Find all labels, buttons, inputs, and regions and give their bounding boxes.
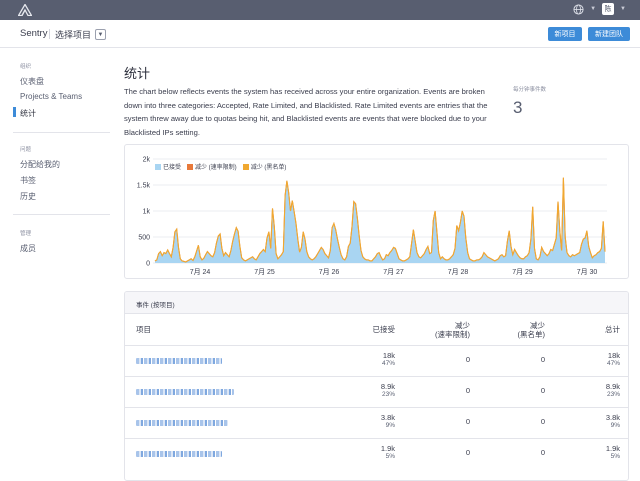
legend-item-accepted[interactable]: 已接受 xyxy=(155,162,181,171)
sidebar: 组织 仪表盘 Projects & Teams 统计 问题 分配给我的 书签 历… xyxy=(0,48,110,472)
col-header-blacklisted-line1: 减少 xyxy=(530,321,545,330)
chart-legend: 已接受 减少 (速率限制) 减少 (黑名单) xyxy=(155,162,286,171)
legend-item-rate-limited[interactable]: 减少 (速率限制) xyxy=(187,162,237,171)
project-link[interactable] xyxy=(136,358,222,364)
divider xyxy=(49,29,50,39)
chevron-down-icon[interactable]: ▼ xyxy=(620,6,626,12)
cell-total: 1.9k 5% xyxy=(605,444,620,461)
page-header: Sentry 选择项目 ▼ 新项目 新建团队 xyxy=(0,20,640,48)
col-header-rate-limited: 减少 (速率限制) xyxy=(415,321,470,339)
sidebar-section-issues: 问题 xyxy=(20,147,32,153)
sidebar-section-org: 组织 xyxy=(20,64,32,70)
series-blacklisted-line xyxy=(154,177,606,263)
brand-link[interactable]: Sentry xyxy=(20,28,48,39)
events-chart: 0 500 1k 1.5k 2k 7月 24 7月 25 7月 26 7月 27 7月 28 7月 … xyxy=(124,144,629,279)
table-row: 8.9k 23% 0 0 8.9k 23% xyxy=(125,376,628,407)
sidebar-item-projects-teams[interactable]: Projects & Teams xyxy=(20,92,83,101)
globe-icon[interactable] xyxy=(573,3,584,15)
sidebar-section-manage: 管理 xyxy=(20,231,32,237)
events-per-minute-value: 3 xyxy=(513,98,523,117)
project-selector[interactable]: 选择项目 ▼ xyxy=(55,28,107,41)
project-link[interactable] xyxy=(136,451,222,457)
sidebar-divider xyxy=(13,214,110,215)
cell-blacklisted: 0 xyxy=(540,386,545,395)
project-link[interactable] xyxy=(136,420,228,426)
cell-accepted: 3.8k 9% xyxy=(380,413,395,430)
cell-accepted: 18k 47% xyxy=(381,351,395,368)
chevron-down-icon[interactable]: ▼ xyxy=(590,6,597,12)
y-tick-label: 500 xyxy=(138,235,150,242)
active-indicator xyxy=(13,107,16,117)
cell-blacklisted: 0 xyxy=(540,448,545,457)
table-title: 事件 (按项目) xyxy=(136,302,175,309)
x-tick-label: 7月 25 xyxy=(254,268,275,276)
x-tick-label: 7月 27 xyxy=(383,268,404,276)
avatar[interactable]: 陈 xyxy=(602,3,615,15)
col-header-total: 总计 xyxy=(605,325,620,334)
x-tick-label: 7月 28 xyxy=(448,268,469,276)
new-team-button[interactable]: 新建团队 xyxy=(588,27,630,41)
sidebar-item-stats[interactable]: 统计 xyxy=(20,109,36,118)
project-selector-label: 选择项目 xyxy=(55,30,92,40)
y-tick-label: 1.5k xyxy=(137,183,151,190)
x-tick-label: 7月 26 xyxy=(319,268,340,276)
y-tick-label: 1k xyxy=(143,209,151,216)
new-project-button[interactable]: 新项目 xyxy=(548,27,582,41)
sidebar-item-bookmarks[interactable]: 书签 xyxy=(20,176,36,185)
col-header-rate-limited-line1: 减少 xyxy=(455,321,470,330)
sidebar-item-history[interactable]: 历史 xyxy=(20,192,36,201)
cell-blacklisted: 0 xyxy=(540,417,545,426)
cell-rate-limited: 0 xyxy=(465,386,470,395)
legend-item-blacklisted[interactable]: 减少 (黑名单) xyxy=(242,162,286,171)
sidebar-divider xyxy=(13,132,110,133)
cell-rate-limited: 0 xyxy=(465,355,470,364)
table-row: 18k 47% 0 0 18k 47% xyxy=(125,345,628,376)
table-row: 1.9k 5% 0 0 1.9k 5% xyxy=(125,438,628,469)
y-tick-label: 0 xyxy=(146,261,150,268)
events-per-minute-label: 每分钟事件数 xyxy=(513,87,547,93)
project-link[interactable] xyxy=(136,389,234,395)
cell-blacklisted: 0 xyxy=(540,355,545,364)
cell-total: 8.9k 23% xyxy=(605,382,620,399)
chevron-down-icon[interactable]: ▼ xyxy=(95,29,107,40)
sidebar-item-dashboard[interactable]: 仪表盘 xyxy=(20,77,44,86)
sidebar-item-assigned[interactable]: 分配给我的 xyxy=(20,160,60,169)
x-tick-label: 7月 29 xyxy=(512,268,533,276)
top-right-controls: ▼ 陈 ▼ xyxy=(573,3,626,15)
top-bar: ▼ 陈 ▼ xyxy=(0,0,640,20)
table-panel-header: 事件 (按项目) xyxy=(125,292,628,314)
cell-accepted: 1.9k 5% xyxy=(380,444,395,461)
col-header-rate-limited-line2: (速率限制) xyxy=(435,330,470,339)
sentry-logo-icon[interactable] xyxy=(18,4,32,16)
series-accepted-area xyxy=(155,177,605,263)
page-description: The chart below reflects events the syst… xyxy=(124,87,488,137)
page-title: 统计 xyxy=(124,66,151,81)
col-header-project: 项目 xyxy=(136,325,151,334)
col-header-blacklisted: 减少 (黑名单) xyxy=(495,321,546,339)
cell-rate-limited: 0 xyxy=(465,448,470,457)
y-tick-label: 2k xyxy=(143,157,151,164)
chart-svg: 0 500 1k 1.5k 2k 7月 24 7月 25 7月 26 7月 27 7月 28 7月 … xyxy=(137,157,607,276)
col-header-blacklisted-line2: (黑名单) xyxy=(517,330,546,339)
table-row: 3.8k 9% 0 0 3.8k 9% xyxy=(125,407,628,438)
cell-total: 18k 47% xyxy=(606,351,620,368)
events-by-project-table: 事件 (按项目) 项目 已接受 减少 (速率限制) 减少 (黑名单) 总计 18… xyxy=(124,291,629,481)
sidebar-item-members[interactable]: 成员 xyxy=(20,244,36,253)
cell-rate-limited: 0 xyxy=(465,417,470,426)
cell-accepted: 8.9k 23% xyxy=(380,382,395,399)
x-tick-label: 7月 30 xyxy=(577,268,598,276)
x-tick-label: 7月 24 xyxy=(190,268,211,276)
col-header-accepted: 已接受 xyxy=(372,325,396,334)
main-content: 统计 The chart below reflects events the s… xyxy=(124,48,630,481)
cell-total: 3.8k 9% xyxy=(605,413,620,430)
